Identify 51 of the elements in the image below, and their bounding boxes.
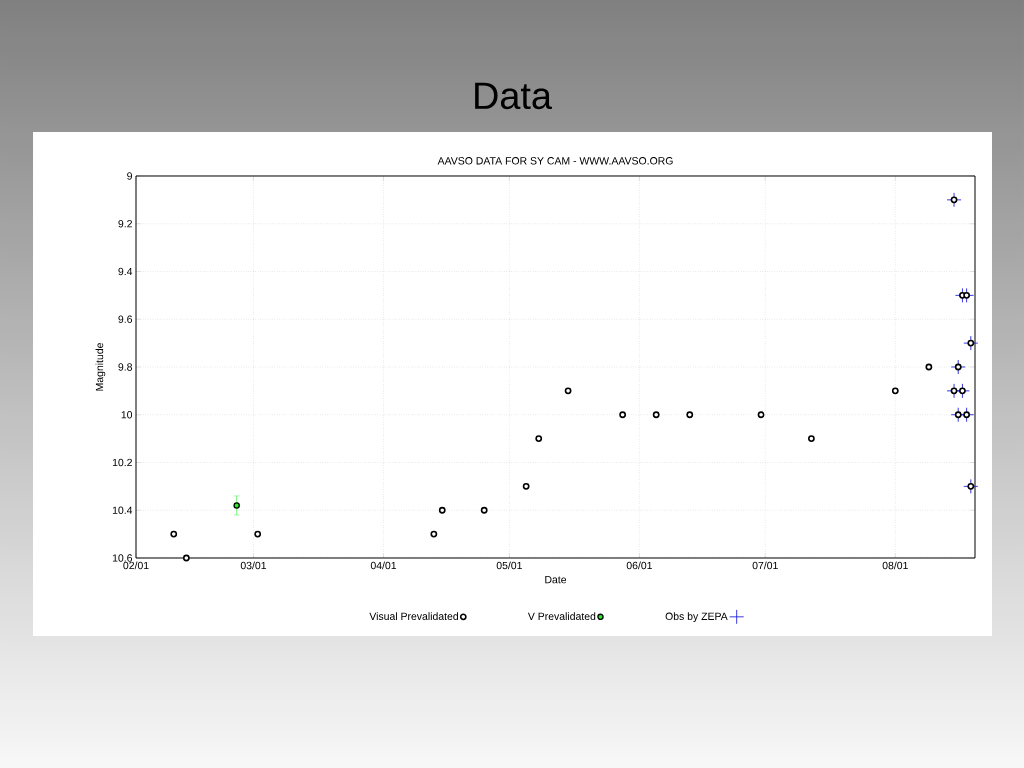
point [967, 339, 975, 347]
point [963, 335, 979, 351]
point [959, 407, 975, 423]
point [963, 411, 971, 419]
x-tick-label: 04/01 [370, 561, 397, 570]
y-tick-label: 10 [121, 411, 133, 419]
point [535, 435, 543, 443]
y-axis-title: Magnitude [95, 343, 106, 391]
point [438, 506, 446, 514]
point [950, 359, 966, 375]
y-tick-label: 9.4 [118, 267, 133, 276]
point [757, 411, 765, 419]
point [950, 387, 958, 395]
point [967, 482, 975, 490]
legend-label: V Prevalidated [527, 612, 596, 620]
y-tick-label: 10.2 [112, 458, 132, 467]
point [954, 363, 962, 371]
x-tick-label: 07/01 [752, 561, 778, 570]
point [564, 387, 572, 395]
point [925, 363, 933, 371]
y-tick-label: 9.6 [118, 315, 133, 323]
chart-title: Data [475, 82, 552, 110]
y-tick-label: 9 [127, 172, 132, 180]
x-tick-label: 05/01 [496, 561, 522, 570]
point [963, 478, 979, 494]
point [954, 411, 962, 419]
x-tick-label: 02/01 [123, 561, 149, 570]
point [946, 192, 962, 208]
legend-label: Obs by ZEPA [665, 612, 728, 623]
point [254, 530, 262, 538]
point [619, 411, 627, 419]
y-tick-label: 10.6 [112, 554, 133, 562]
x-tick-label: 03/01 [240, 561, 267, 570]
y-tick-label: 9.8 [118, 363, 133, 371]
y-tick-label: 10.4 [112, 506, 133, 514]
point [891, 387, 899, 395]
point [959, 387, 966, 395]
x-tick-label: 06/01 [626, 561, 652, 570]
x-tick-label: 08/01 [882, 561, 908, 570]
point [808, 435, 815, 443]
x-axis-title: Date [545, 576, 567, 584]
point [686, 411, 694, 419]
point [480, 506, 488, 514]
point [950, 196, 958, 204]
y-tick-label: 9.2 [118, 220, 132, 228]
chart-subtitle: AAVSO DATA FOR SY CAM - WWW.AAVSO.ORG [437, 157, 673, 165]
point [652, 411, 660, 419]
point [963, 291, 971, 299]
point [430, 530, 438, 538]
point [522, 482, 530, 490]
legend-label: Visual Prevalidated [369, 612, 458, 620]
